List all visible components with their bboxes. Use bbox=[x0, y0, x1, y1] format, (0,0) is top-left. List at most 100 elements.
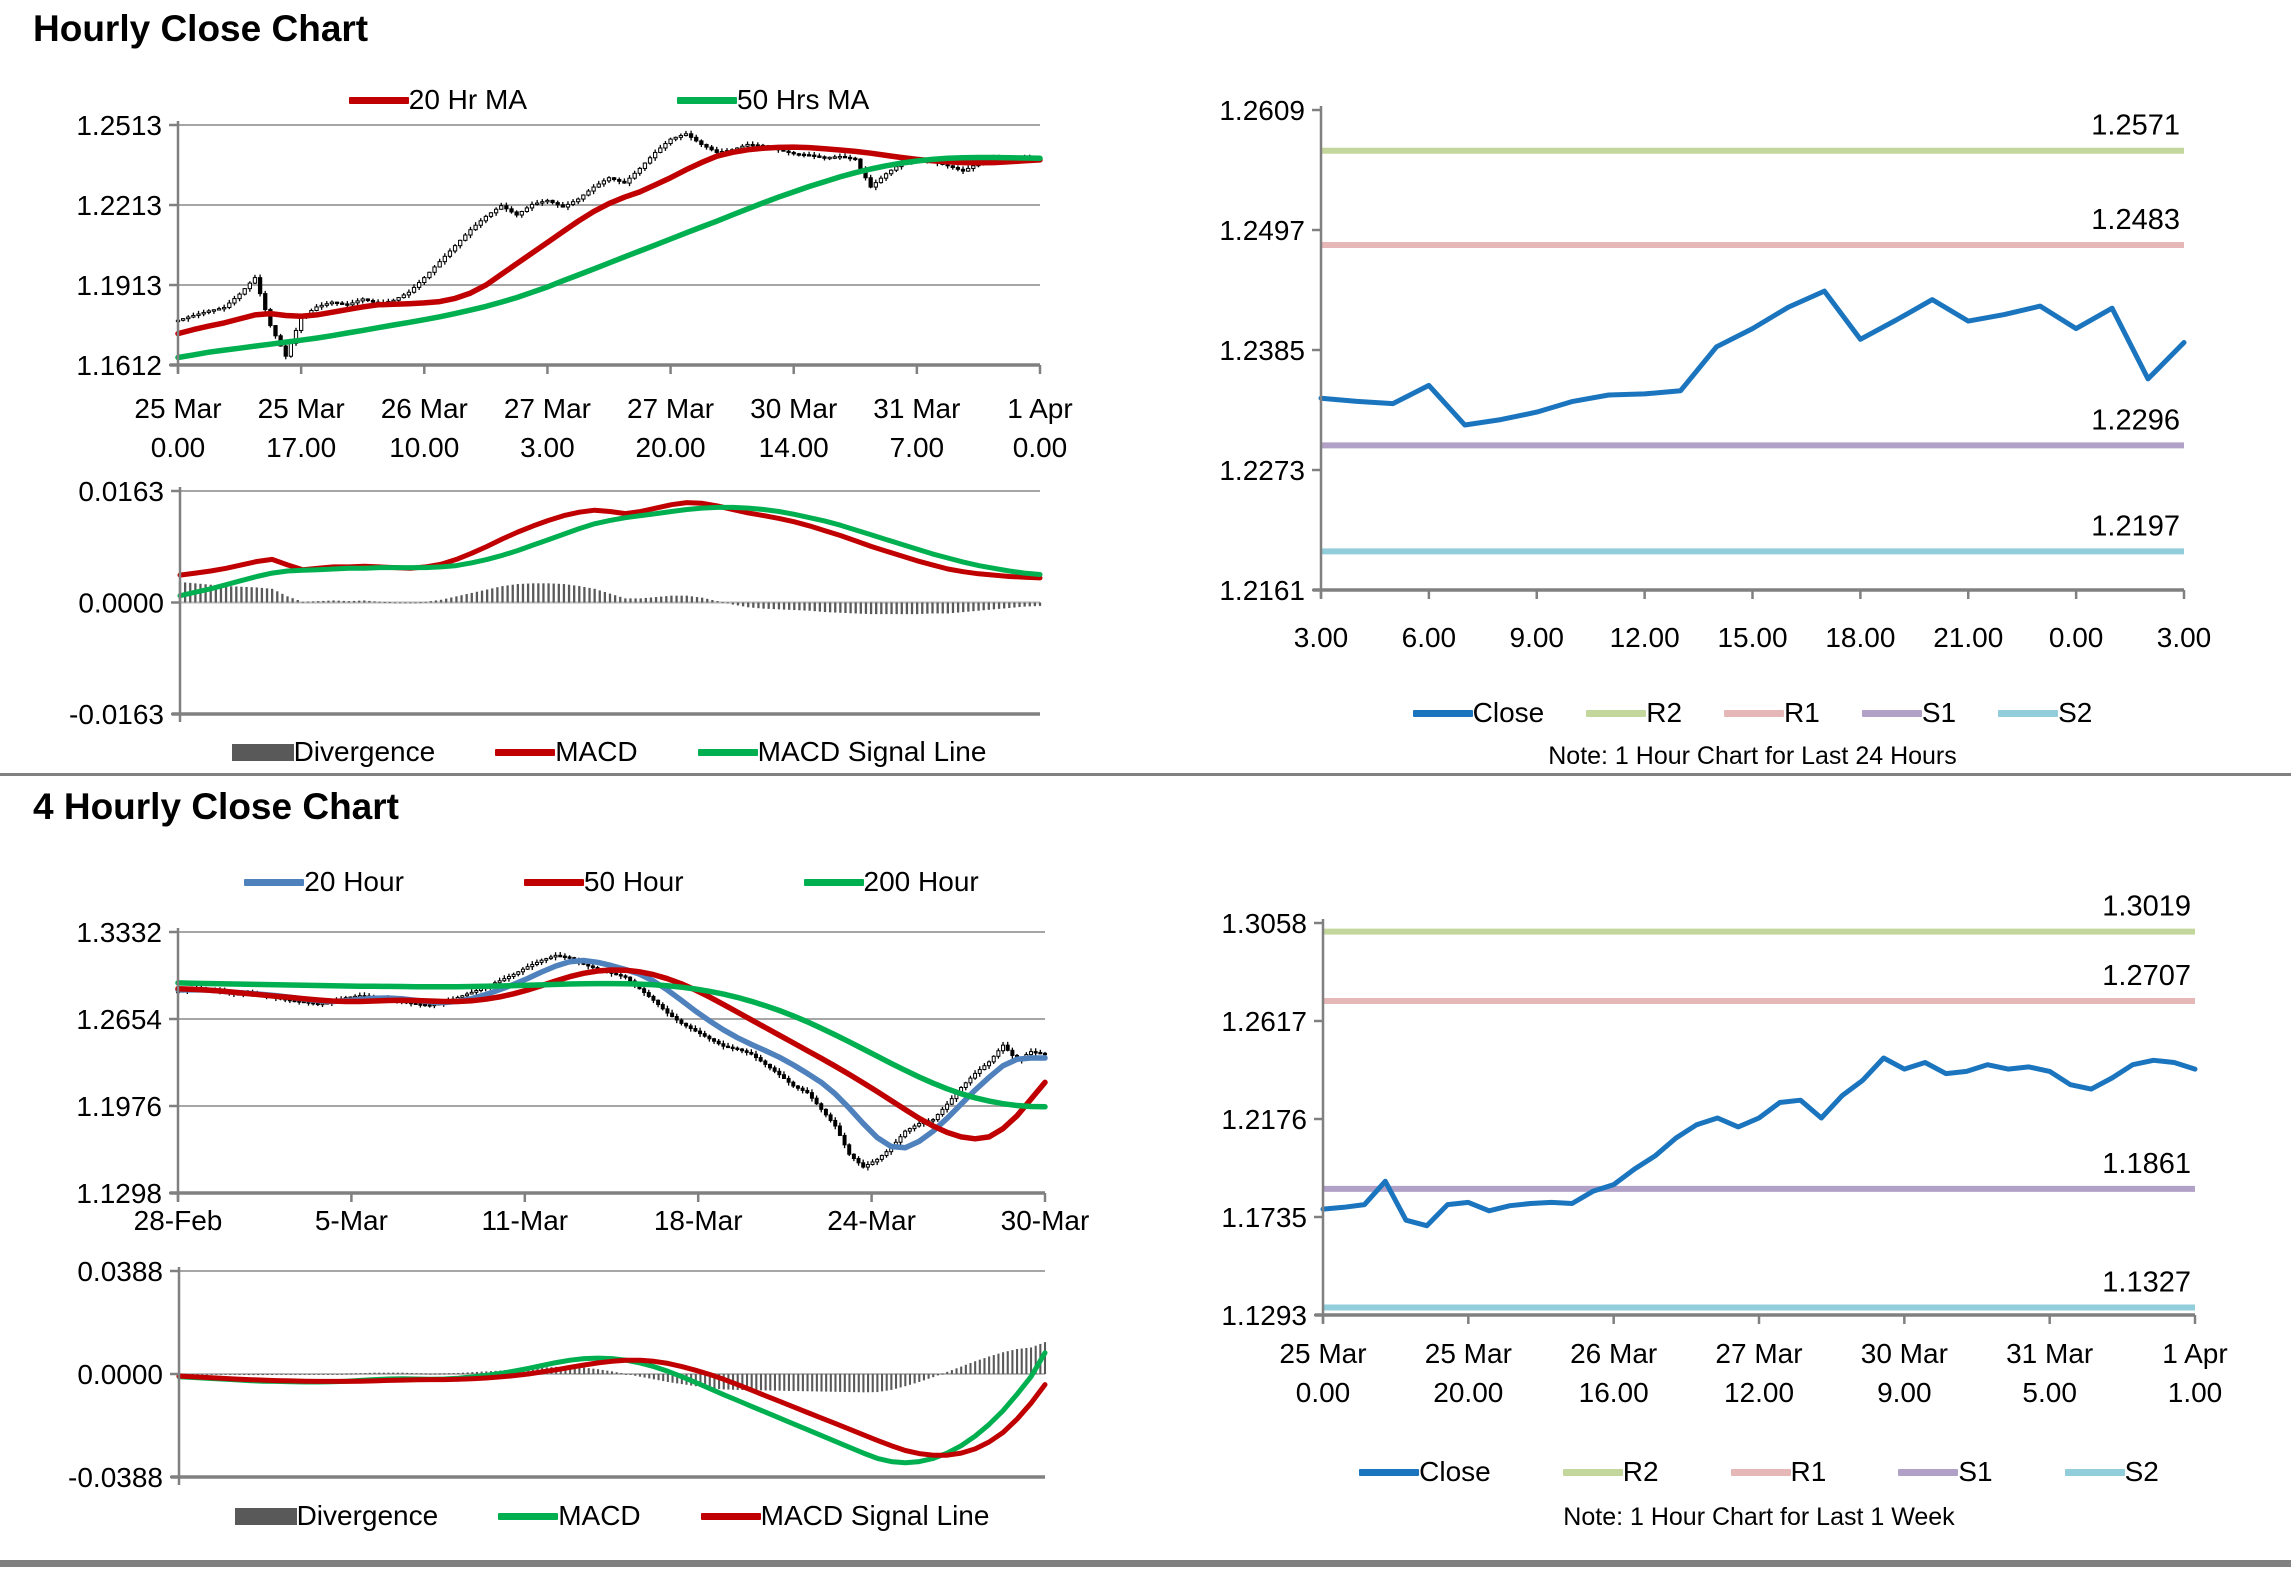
legend-line-swatch bbox=[1724, 709, 1785, 717]
svg-text:20.00: 20.00 bbox=[636, 432, 706, 463]
svg-text:27 Mar: 27 Mar bbox=[627, 393, 714, 424]
svg-text:1.3332: 1.3332 bbox=[76, 917, 162, 948]
svg-text:11-Mar: 11-Mar bbox=[481, 1205, 568, 1236]
svg-text:1.2483: 1.2483 bbox=[2091, 204, 2180, 236]
weekly-pivot-legend: Close R2 R1 S1 S2 bbox=[1323, 1456, 2195, 1488]
svg-text:30 Mar: 30 Mar bbox=[1861, 1338, 1948, 1369]
svg-text:1.1735: 1.1735 bbox=[1221, 1202, 1307, 1233]
svg-text:1.3019: 1.3019 bbox=[2102, 891, 2191, 923]
legend-item-macd: MACD bbox=[495, 736, 638, 768]
svg-text:3.00: 3.00 bbox=[2157, 622, 2212, 653]
svg-text:0.0388: 0.0388 bbox=[77, 1256, 163, 1287]
svg-text:1.1327: 1.1327 bbox=[2102, 1266, 2191, 1298]
svg-text:1.2197: 1.2197 bbox=[2091, 510, 2180, 542]
svg-text:20.00: 20.00 bbox=[1433, 1377, 1503, 1408]
svg-text:9.00: 9.00 bbox=[1877, 1377, 1932, 1408]
legend-label: S1 bbox=[1921, 697, 1957, 728]
svg-text:21.00: 21.00 bbox=[1933, 622, 2003, 653]
svg-text:1.1861: 1.1861 bbox=[2102, 1148, 2191, 1180]
legend-item-r2: R2 bbox=[1586, 697, 1682, 729]
legend-label: 20 Hr MA bbox=[408, 84, 527, 115]
legend-label: MACD bbox=[558, 1500, 641, 1531]
svg-text:0.00: 0.00 bbox=[1013, 432, 1068, 463]
svg-text:1.2513: 1.2513 bbox=[76, 110, 162, 141]
legend-line-swatch bbox=[495, 748, 556, 756]
section-divider bbox=[0, 773, 2291, 776]
legend-line-swatch bbox=[1998, 709, 2059, 717]
svg-text:9.00: 9.00 bbox=[1510, 622, 1565, 653]
svg-text:1 Apr: 1 Apr bbox=[2162, 1338, 2227, 1369]
svg-text:30 Mar: 30 Mar bbox=[750, 393, 837, 424]
legend-label: S1 bbox=[1958, 1456, 1993, 1487]
legend-item-s1: S1 bbox=[1861, 697, 1957, 729]
legend-item-20-hour: 20 Hour bbox=[244, 866, 404, 898]
svg-text:1.00: 1.00 bbox=[2168, 1377, 2223, 1408]
svg-text:0.00: 0.00 bbox=[151, 432, 206, 463]
legend-label: MACD Signal Line bbox=[760, 1500, 990, 1531]
svg-text:26 Mar: 26 Mar bbox=[1570, 1338, 1657, 1369]
legend-line-swatch bbox=[697, 748, 758, 756]
legend-line-swatch bbox=[700, 1512, 761, 1520]
svg-text:17.00: 17.00 bbox=[266, 432, 336, 463]
legend-line-swatch bbox=[1898, 1468, 1959, 1476]
svg-text:15.00: 15.00 bbox=[1717, 622, 1787, 653]
svg-text:0.00: 0.00 bbox=[1296, 1377, 1351, 1408]
svg-text:16.00: 16.00 bbox=[1579, 1377, 1649, 1408]
svg-text:25 Mar: 25 Mar bbox=[134, 393, 221, 424]
legend-bar-swatch bbox=[231, 743, 294, 761]
svg-text:1.2385: 1.2385 bbox=[1219, 335, 1305, 366]
svg-text:1.2497: 1.2497 bbox=[1219, 215, 1305, 246]
legend-line-swatch bbox=[348, 96, 409, 104]
svg-text:1.2571: 1.2571 bbox=[2091, 110, 2180, 142]
legend-line-swatch bbox=[1359, 1468, 1420, 1476]
svg-text:7.00: 7.00 bbox=[890, 432, 945, 463]
svg-text:25 Mar: 25 Mar bbox=[1425, 1338, 1512, 1369]
legend-item-20-hr-ma: 20 Hr MA bbox=[348, 84, 527, 116]
legend-line-swatch bbox=[677, 96, 737, 104]
legend-label: R2 bbox=[1646, 697, 1683, 728]
svg-text:1 Apr: 1 Apr bbox=[1007, 393, 1072, 424]
svg-text:30-Mar: 30-Mar bbox=[1001, 1205, 1090, 1236]
svg-text:0.00: 0.00 bbox=[2049, 622, 2104, 653]
legend-item-s1: S1 bbox=[1898, 1456, 1993, 1488]
hourly-pivot-note: Note: 1 Hour Chart for Last 24 Hours bbox=[1548, 742, 1957, 770]
svg-text:1.3058: 1.3058 bbox=[1221, 908, 1307, 939]
legend-label: 50 Hrs MA bbox=[737, 84, 870, 115]
legend-label: 20 Hour bbox=[304, 866, 404, 897]
svg-text:18.00: 18.00 bbox=[1825, 622, 1895, 653]
legend-item-macd-signal-line: MACD Signal Line bbox=[697, 736, 987, 768]
svg-text:25 Mar: 25 Mar bbox=[1279, 1338, 1366, 1369]
svg-text:0.0163: 0.0163 bbox=[78, 476, 164, 507]
hourly-close-candlestick-chart: 1.2513 1.2213 1.1913 1.1612 25 Mar 0.00 25 Mar… bbox=[76, 110, 1072, 463]
svg-text:1.1298: 1.1298 bbox=[76, 1178, 162, 1209]
legend-line-swatch bbox=[2064, 1468, 2125, 1476]
svg-text:1.1293: 1.1293 bbox=[1221, 1300, 1307, 1331]
legend-label: Close bbox=[1419, 1456, 1491, 1487]
legend-line-swatch bbox=[1562, 1468, 1623, 1476]
legend-label: MACD bbox=[555, 736, 638, 767]
legend-label: S2 bbox=[2058, 697, 2093, 728]
legend-item-s2: S2 bbox=[2064, 1456, 2159, 1488]
bottom-border bbox=[0, 1560, 2291, 1567]
svg-text:1.1976: 1.1976 bbox=[76, 1091, 162, 1122]
legend-item-close: Close bbox=[1359, 1456, 1491, 1488]
svg-text:1.2273: 1.2273 bbox=[1219, 455, 1305, 486]
svg-text:1.2161: 1.2161 bbox=[1219, 575, 1305, 606]
section-title-4hourly-close-chart: 4 Hourly Close Chart bbox=[33, 786, 399, 827]
hourly-price-legend: 20 Hr MA 50 Hrs MA bbox=[178, 84, 1040, 116]
legend-label: R1 bbox=[1790, 1456, 1827, 1487]
legend-item-200-hour: 200 Hour bbox=[803, 866, 979, 898]
legend-label: MACD Signal Line bbox=[757, 736, 987, 767]
legend-item-s2: S2 bbox=[1998, 697, 2092, 729]
svg-text:31 Mar: 31 Mar bbox=[873, 393, 960, 424]
legend-line-swatch bbox=[1586, 709, 1647, 717]
svg-text:0.0000: 0.0000 bbox=[78, 588, 164, 619]
legend-label: Divergence bbox=[293, 736, 436, 767]
legend-line-swatch bbox=[803, 878, 864, 886]
weekly-pivot-line-chart: 1.3019 1.2707 1.1861 1.1327 1.3058 1.2617 1.21… bbox=[1221, 891, 2227, 1408]
svg-text:5.00: 5.00 bbox=[2022, 1377, 2077, 1408]
hourly-macd-legend: Divergence MACD MACD Signal Line bbox=[178, 736, 1040, 768]
svg-text:0.0000: 0.0000 bbox=[77, 1359, 163, 1390]
legend-item-r1: R1 bbox=[1724, 697, 1820, 729]
